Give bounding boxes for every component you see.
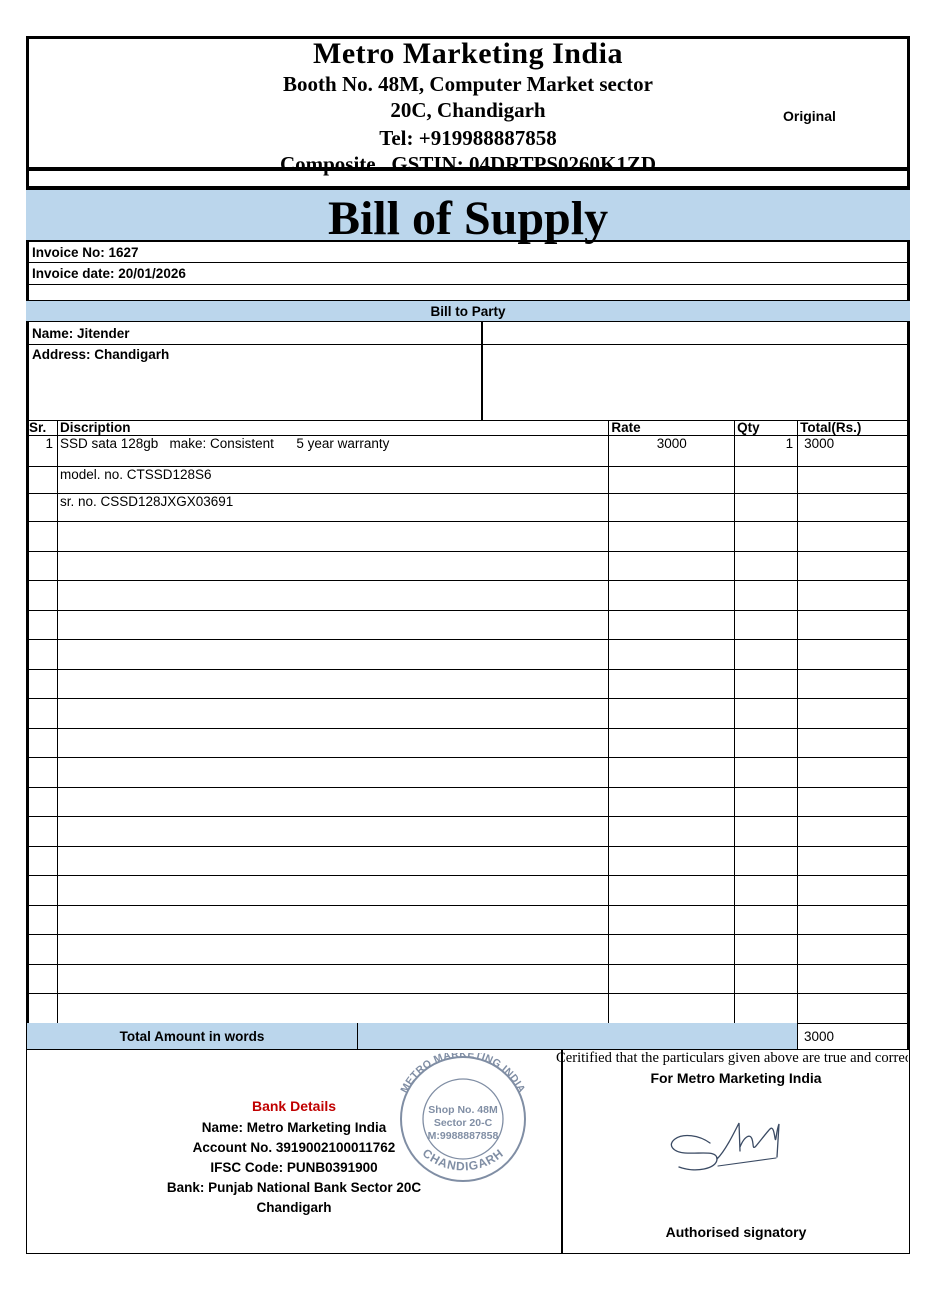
svg-text:M:9988887858: M:9988887858: [428, 1130, 499, 1142]
svg-text:METRO MARKETING INDIA: METRO MARKETING INDIA: [398, 1053, 527, 1095]
svg-text:Sector 20-C: Sector 20-C: [434, 1117, 493, 1129]
svg-text:Shop No. 48M: Shop No. 48M: [428, 1104, 498, 1116]
svg-text:CHANDIGARH: CHANDIGARH: [420, 1146, 507, 1174]
